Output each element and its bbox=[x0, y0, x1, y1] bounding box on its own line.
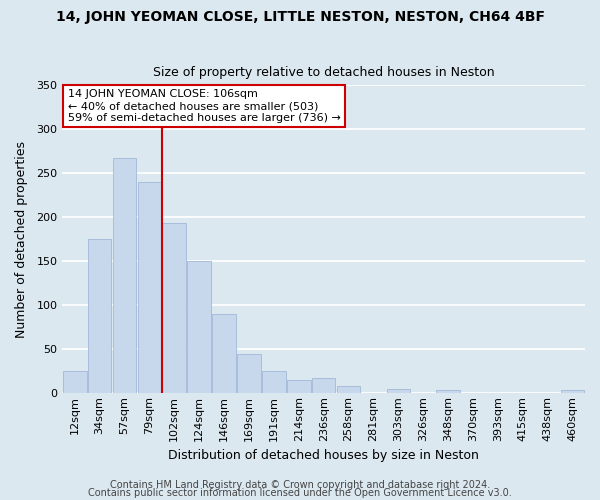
Bar bbox=[436, 390, 460, 394]
Bar bbox=[237, 354, 261, 394]
Bar bbox=[386, 389, 410, 394]
Bar bbox=[163, 223, 186, 394]
Text: 14 JOHN YEOMAN CLOSE: 106sqm
← 40% of detached houses are smaller (503)
59% of s: 14 JOHN YEOMAN CLOSE: 106sqm ← 40% of de… bbox=[68, 90, 340, 122]
Bar bbox=[337, 386, 361, 394]
Bar bbox=[212, 314, 236, 394]
Text: Contains HM Land Registry data © Crown copyright and database right 2024.: Contains HM Land Registry data © Crown c… bbox=[110, 480, 490, 490]
Bar bbox=[113, 158, 136, 394]
Y-axis label: Number of detached properties: Number of detached properties bbox=[15, 140, 28, 338]
Bar bbox=[287, 380, 311, 394]
Bar bbox=[312, 378, 335, 394]
Bar bbox=[88, 239, 112, 394]
Bar bbox=[187, 261, 211, 394]
Title: Size of property relative to detached houses in Neston: Size of property relative to detached ho… bbox=[153, 66, 494, 80]
Bar bbox=[561, 390, 584, 394]
Text: 14, JOHN YEOMAN CLOSE, LITTLE NESTON, NESTON, CH64 4BF: 14, JOHN YEOMAN CLOSE, LITTLE NESTON, NE… bbox=[56, 10, 545, 24]
Bar bbox=[262, 372, 286, 394]
Bar bbox=[137, 182, 161, 394]
X-axis label: Distribution of detached houses by size in Neston: Distribution of detached houses by size … bbox=[168, 450, 479, 462]
Bar bbox=[63, 372, 86, 394]
Text: Contains public sector information licensed under the Open Government Licence v3: Contains public sector information licen… bbox=[88, 488, 512, 498]
